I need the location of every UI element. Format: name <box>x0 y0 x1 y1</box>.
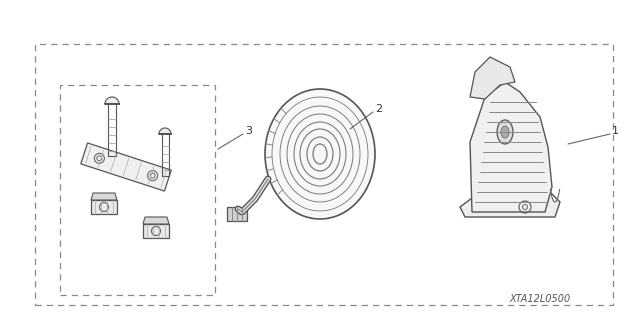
Text: 3: 3 <box>245 126 252 136</box>
Polygon shape <box>470 82 552 212</box>
Polygon shape <box>105 97 119 104</box>
Ellipse shape <box>497 120 513 144</box>
Ellipse shape <box>265 89 375 219</box>
Text: XTA12L0500: XTA12L0500 <box>509 294 571 304</box>
Text: 2: 2 <box>375 104 382 114</box>
Polygon shape <box>227 207 247 221</box>
Polygon shape <box>91 193 117 200</box>
Polygon shape <box>470 57 515 99</box>
Bar <box>35 44 613 305</box>
Polygon shape <box>159 128 171 134</box>
Polygon shape <box>91 200 117 214</box>
Polygon shape <box>81 143 172 191</box>
Bar <box>60 85 215 295</box>
Polygon shape <box>460 192 560 217</box>
Text: 1: 1 <box>612 126 619 136</box>
Ellipse shape <box>501 126 509 138</box>
Polygon shape <box>143 224 169 238</box>
Polygon shape <box>143 217 169 224</box>
